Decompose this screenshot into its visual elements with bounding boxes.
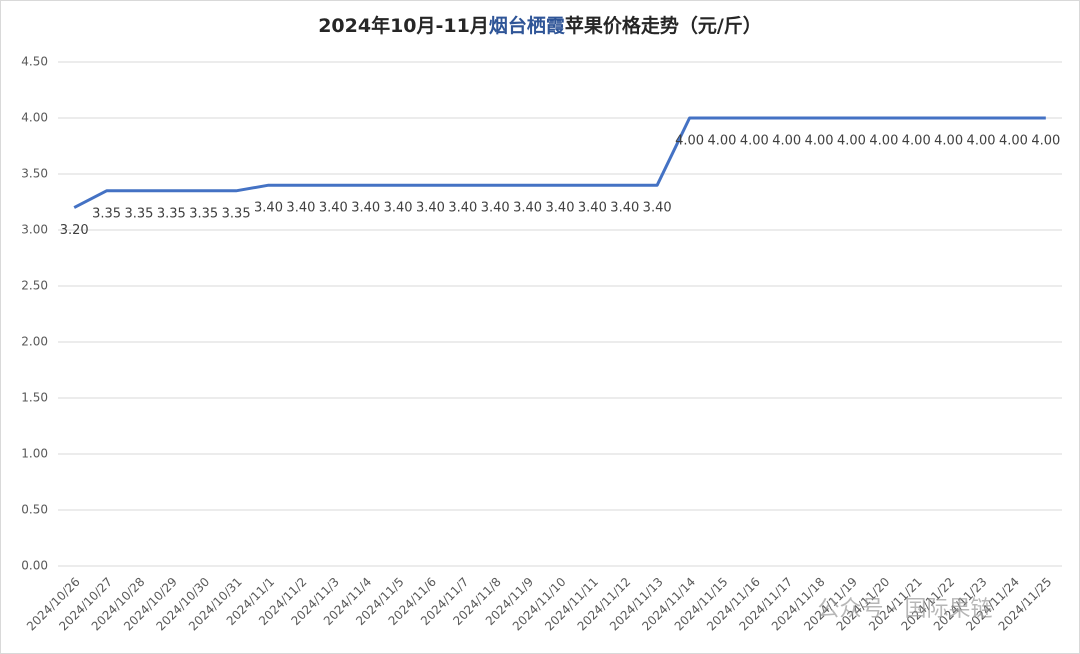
title-part: 苹果价格走势（元/斤） xyxy=(565,14,762,37)
data-label: 4.00 xyxy=(740,134,769,149)
data-label: 4.00 xyxy=(869,134,898,149)
y-tick-label: 2.50 xyxy=(21,279,48,293)
data-label: 4.00 xyxy=(902,134,931,149)
data-label: 3.40 xyxy=(351,201,380,216)
y-tick-label: 3.00 xyxy=(21,223,48,237)
watermark: 公众号 · 国际果链 xyxy=(818,597,993,622)
data-label: 3.40 xyxy=(448,201,477,216)
y-tick-label: 1.50 xyxy=(21,391,48,405)
data-label: 3.35 xyxy=(92,206,121,221)
data-label: 3.35 xyxy=(189,206,218,221)
data-label: 4.00 xyxy=(772,134,801,149)
data-label: 3.35 xyxy=(157,206,186,221)
y-tick-label: 4.00 xyxy=(21,111,48,125)
data-label: 3.20 xyxy=(60,223,89,238)
data-label: 3.35 xyxy=(124,206,153,221)
data-label: 3.40 xyxy=(319,201,348,216)
data-label: 3.40 xyxy=(254,201,283,216)
data-label: 3.40 xyxy=(546,201,575,216)
data-label: 4.00 xyxy=(837,134,866,149)
data-line xyxy=(73,116,1046,209)
data-label: 4.00 xyxy=(1031,134,1060,149)
data-label: 4.00 xyxy=(999,134,1028,149)
y-tick-label: 4.50 xyxy=(21,55,48,69)
data-label: 4.00 xyxy=(967,134,996,149)
data-label: 4.00 xyxy=(707,134,736,149)
title-part: 2024年10月-11月 xyxy=(318,14,489,37)
data-label: 4.00 xyxy=(805,134,834,149)
y-tick-label: 2.00 xyxy=(21,335,48,349)
y-tick-label: 0.50 xyxy=(21,503,48,517)
data-label: 3.40 xyxy=(416,201,445,216)
data-label: 4.00 xyxy=(934,134,963,149)
y-tick-label: 3.50 xyxy=(21,167,48,181)
data-label: 3.40 xyxy=(513,201,542,216)
chart-title: 2024年10月-11月烟台栖霞苹果价格走势（元/斤） xyxy=(318,14,762,37)
y-tick-label: 1.00 xyxy=(21,447,48,461)
data-label: 3.40 xyxy=(578,201,607,216)
data-label: 3.40 xyxy=(481,201,510,216)
data-label: 3.40 xyxy=(643,201,672,216)
data-label: 3.40 xyxy=(286,201,315,216)
y-tick-label: 0.00 xyxy=(21,559,48,573)
data-label: 3.35 xyxy=(222,206,251,221)
data-label: 4.00 xyxy=(675,134,704,149)
data-label: 3.40 xyxy=(384,201,413,216)
title-highlight: 烟台栖霞 xyxy=(489,14,566,37)
data-label: 3.40 xyxy=(610,201,639,216)
